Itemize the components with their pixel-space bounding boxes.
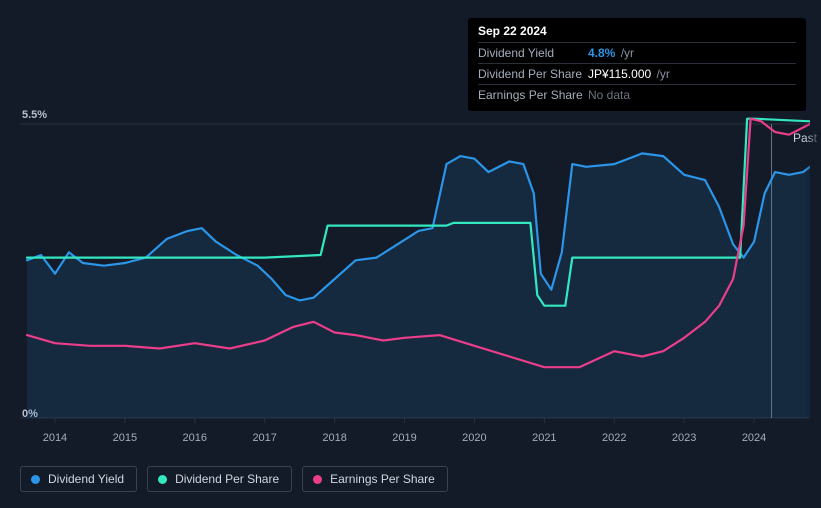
legend-item[interactable]: Dividend Yield xyxy=(20,466,137,492)
chart-plot-area xyxy=(20,108,810,428)
legend-item-label: Earnings Per Share xyxy=(330,472,435,486)
legend-item-label: Dividend Yield xyxy=(48,472,124,486)
x-axis-tick: 2015 xyxy=(105,432,145,444)
x-axis-tick: 2019 xyxy=(385,432,425,444)
tooltip-date: Sep 22 2024 xyxy=(478,24,796,43)
tooltip-row-value: JP¥115.000 /yr xyxy=(588,67,670,81)
legend-dot-icon xyxy=(158,475,167,484)
legend-dot-icon xyxy=(313,475,322,484)
x-axis-tick: 2014 xyxy=(35,432,75,444)
legend-item[interactable]: Earnings Per Share xyxy=(302,466,448,492)
legend-item[interactable]: Dividend Per Share xyxy=(147,466,292,492)
x-axis-tick: 2016 xyxy=(175,432,215,444)
x-axis-tick: 2022 xyxy=(594,432,634,444)
x-axis-tick: 2020 xyxy=(454,432,494,444)
legend-item-label: Dividend Per Share xyxy=(175,472,279,486)
chart-legend: Dividend Yield Dividend Per Share Earnings… xyxy=(20,466,448,492)
past-label: Past xyxy=(793,131,817,145)
tooltip-row-value: No data xyxy=(588,88,630,102)
x-axis-tick: 2021 xyxy=(524,432,564,444)
x-axis-tick: 2023 xyxy=(664,432,704,444)
tooltip-row: Dividend Per ShareJP¥115.000 /yr xyxy=(478,64,796,85)
x-axis-tick: 2024 xyxy=(734,432,774,444)
tooltip-row: Dividend Yield4.8% /yr xyxy=(478,43,796,64)
tooltip-row-label: Earnings Per Share xyxy=(478,88,588,102)
legend-dot-icon xyxy=(31,475,40,484)
tooltip-row-label: Dividend Yield xyxy=(478,46,588,60)
tooltip-row: Earnings Per ShareNo data xyxy=(478,85,796,105)
tooltip-row-value: 4.8% /yr xyxy=(588,46,634,60)
tooltip-row-label: Dividend Per Share xyxy=(478,67,588,81)
chart-tooltip: Sep 22 2024 Dividend Yield4.8% /yrDivide… xyxy=(468,18,806,111)
x-axis-tick: 2018 xyxy=(315,432,355,444)
x-axis-tick: 2017 xyxy=(245,432,285,444)
